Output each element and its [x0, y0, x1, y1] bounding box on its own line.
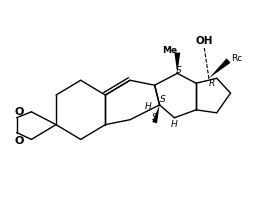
Text: O: O	[15, 136, 24, 146]
Text: H: H	[144, 102, 151, 111]
Text: R: R	[209, 79, 215, 88]
Text: O: O	[15, 107, 24, 117]
Polygon shape	[174, 53, 180, 73]
Polygon shape	[152, 105, 159, 123]
Polygon shape	[209, 58, 231, 78]
Text: Rc: Rc	[231, 54, 242, 63]
Text: S: S	[160, 95, 165, 105]
Text: S: S	[176, 66, 182, 75]
Text: Me: Me	[162, 46, 177, 55]
Text: S: S	[152, 113, 158, 122]
Text: H: H	[171, 120, 178, 129]
Text: OH: OH	[195, 36, 213, 46]
